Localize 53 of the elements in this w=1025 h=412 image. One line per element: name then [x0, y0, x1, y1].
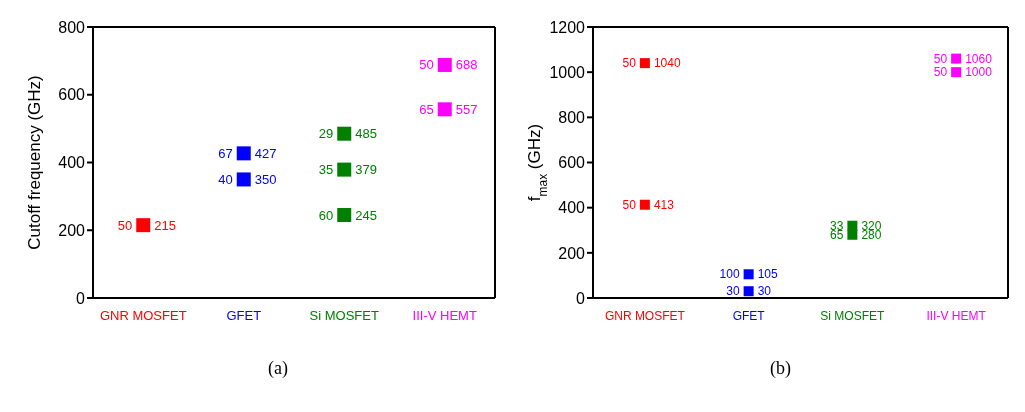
annotation: 60: [318, 207, 334, 223]
annotation: 50: [622, 197, 637, 212]
y-tick-label: 200: [58, 221, 86, 239]
x-tick-label: GNR MOSFET: [99, 308, 187, 323]
x-tick-label: GFET: [226, 308, 262, 323]
x-tick-label: GFET: [732, 309, 766, 323]
annotation: 30: [757, 284, 772, 299]
y-tick-label: 0: [76, 289, 86, 307]
data-label: 413: [653, 197, 675, 212]
annotation: 50: [117, 217, 133, 233]
y-tick-label: 800: [58, 18, 86, 36]
annotation: 100: [719, 267, 740, 282]
y-tick-label: 600: [58, 86, 86, 104]
annotation: 29: [318, 126, 334, 142]
data-label: 688: [455, 57, 478, 73]
data-label: 245: [355, 207, 377, 223]
annotation: 50: [933, 65, 948, 80]
point: [136, 218, 151, 233]
data-label: 485: [355, 126, 377, 142]
y-tick-label: 200: [558, 244, 586, 262]
annotation: 35: [318, 162, 334, 178]
data-label: 105: [757, 267, 778, 282]
x-tick-label: Si MOSFET: [309, 308, 379, 323]
y-tick-label: 800: [558, 109, 586, 127]
data-label: 379: [355, 162, 377, 178]
data-label: 350: [254, 171, 277, 187]
x-tick-label: III-V HEMT: [926, 309, 987, 323]
data-label: 30: [726, 284, 740, 299]
data-label: 557: [455, 101, 478, 117]
data-label: 1060: [965, 51, 993, 66]
annotation: 67: [218, 145, 233, 161]
data-label: 1040: [653, 56, 681, 71]
data-label: 1000: [965, 65, 993, 80]
x-tick-label: III-V HEMT: [412, 308, 477, 323]
y-tick-label: 1000: [549, 63, 586, 81]
y-tick-label: 1200: [549, 18, 586, 36]
annotation: 50: [933, 51, 948, 66]
y-tick-label: 400: [558, 199, 586, 217]
text: (b): [769, 358, 792, 379]
y-tick-label: 400: [58, 154, 86, 172]
data-label: 215: [154, 217, 176, 233]
annotation: 50: [419, 57, 434, 73]
y-axis-title: Cutoff frequency (GHz): [25, 75, 44, 250]
x-tick-label: GNR MOSFET: [604, 309, 686, 323]
y-tick-label: 0: [576, 289, 586, 307]
data-label: 427: [254, 145, 277, 161]
annotation: 40: [218, 171, 233, 187]
x-tick-label: Si MOSFET: [820, 309, 886, 323]
text: (a): [267, 358, 289, 379]
annotation: 65: [419, 101, 434, 117]
annotation: 50: [622, 56, 637, 71]
y-tick-label: 600: [558, 154, 586, 172]
point: [337, 208, 352, 223]
